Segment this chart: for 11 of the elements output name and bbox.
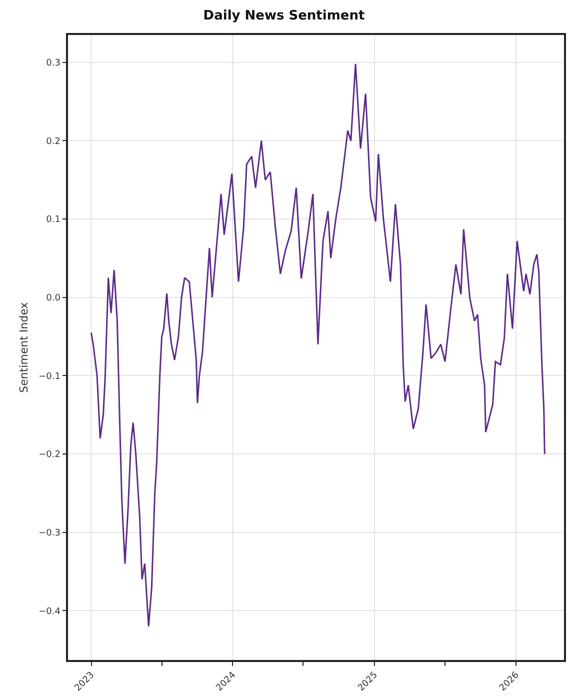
line-series [90,63,546,628]
y-tick-label: 0.1 [46,215,60,226]
y-tick-label: −0.2 [38,450,60,460]
y-tick-label: 0.3 [46,58,60,69]
y-tick-label: 0.2 [46,136,60,147]
y-tick-label: −0.3 [38,528,60,538]
y-axis-title: Sentiment Index [18,302,31,393]
y-tick-label: −0.1 [38,372,60,382]
y-tick-label: −0.4 [38,606,61,617]
chart-title: Daily News Sentiment [203,8,365,24]
y-tick-label: 0.0 [46,294,61,304]
